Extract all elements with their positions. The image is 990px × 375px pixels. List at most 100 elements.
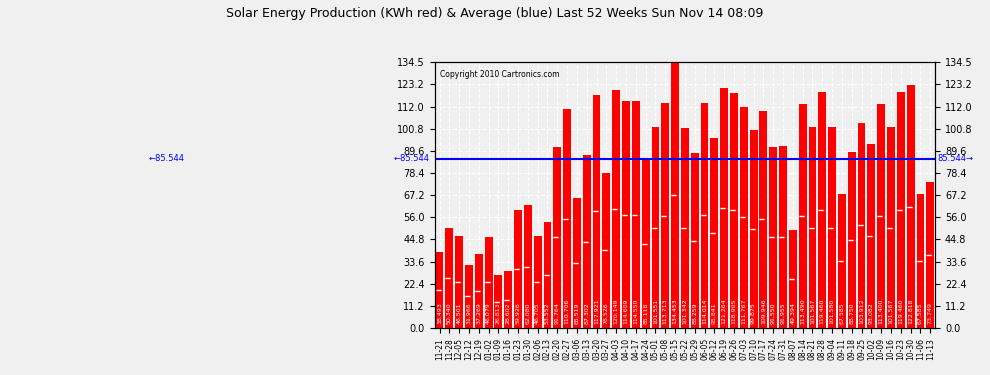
Bar <box>838 194 845 328</box>
Bar <box>779 146 787 328</box>
Bar <box>622 101 630 328</box>
Bar <box>829 127 836 328</box>
Bar <box>799 104 807 328</box>
Text: 46.705: 46.705 <box>536 303 541 324</box>
Bar <box>691 153 699 328</box>
Bar <box>917 194 925 328</box>
Text: 88.750: 88.750 <box>849 303 854 324</box>
Text: 49.394: 49.394 <box>790 302 795 324</box>
Text: 111.767: 111.767 <box>742 298 746 324</box>
Bar <box>583 155 591 328</box>
Text: ←85.544: ←85.544 <box>394 154 430 164</box>
Bar <box>857 123 865 328</box>
Text: 26.813: 26.813 <box>496 303 501 324</box>
Bar <box>847 153 855 328</box>
Bar <box>681 128 689 328</box>
Text: 37.269: 37.269 <box>476 302 481 324</box>
Text: 122.818: 122.818 <box>908 298 913 324</box>
Text: 119.460: 119.460 <box>898 298 903 324</box>
Bar <box>534 236 542 328</box>
Bar <box>819 92 827 328</box>
Text: Solar Energy Production (KWh red) & Average (blue) Last 52 Weeks Sun Nov 14 08:0: Solar Energy Production (KWh red) & Aver… <box>227 8 763 21</box>
Bar <box>789 230 797 328</box>
Bar <box>494 275 502 328</box>
Bar <box>475 254 483 328</box>
Text: 114.609: 114.609 <box>624 298 629 324</box>
Bar <box>642 160 649 328</box>
Bar <box>544 222 551 328</box>
Bar <box>485 237 493 328</box>
Bar <box>553 147 561 328</box>
Text: 114.014: 114.014 <box>702 298 707 324</box>
Text: 85.118: 85.118 <box>644 303 648 324</box>
Text: 93.082: 93.082 <box>869 302 874 324</box>
Bar <box>563 109 571 328</box>
Bar <box>465 265 473 328</box>
Text: 95.841: 95.841 <box>712 303 717 324</box>
Text: 121.264: 121.264 <box>722 298 727 324</box>
Bar <box>446 228 453 328</box>
Text: 99.875: 99.875 <box>751 302 756 324</box>
Bar <box>721 88 728 328</box>
Bar <box>504 272 512 328</box>
Bar <box>612 90 620 328</box>
Bar <box>897 92 905 328</box>
Bar <box>671 62 679 328</box>
Text: 109.946: 109.946 <box>761 298 766 324</box>
Text: 134.453: 134.453 <box>672 298 677 324</box>
Text: 119.460: 119.460 <box>820 298 825 324</box>
Text: 31.966: 31.966 <box>466 303 471 324</box>
Bar <box>769 147 777 328</box>
Bar <box>573 198 581 328</box>
Bar <box>711 138 719 328</box>
Bar <box>603 173 610 328</box>
Bar <box>867 144 875 328</box>
Text: ←85.544: ←85.544 <box>148 154 184 164</box>
Text: 103.912: 103.912 <box>859 298 864 324</box>
Bar <box>907 85 915 328</box>
Bar <box>436 252 444 328</box>
Text: Copyright 2010 Cartronics.com: Copyright 2010 Cartronics.com <box>440 70 559 79</box>
Bar <box>661 103 669 328</box>
Bar <box>651 127 659 328</box>
Text: 53.552: 53.552 <box>544 303 550 324</box>
Bar <box>887 127 895 328</box>
Text: 110.706: 110.706 <box>564 299 569 324</box>
Text: 113.713: 113.713 <box>662 298 668 324</box>
Bar <box>514 210 522 328</box>
Bar <box>759 111 767 328</box>
Text: 67.585: 67.585 <box>918 303 923 324</box>
Text: 91.550: 91.550 <box>771 303 776 324</box>
Text: 101.342: 101.342 <box>682 298 687 324</box>
Text: 120.149: 120.149 <box>614 298 619 324</box>
Text: 101.567: 101.567 <box>888 299 894 324</box>
Bar <box>749 130 757 328</box>
Text: 117.921: 117.921 <box>594 298 599 324</box>
Text: 88.259: 88.259 <box>692 303 697 324</box>
Text: 38.493: 38.493 <box>437 302 442 324</box>
Bar <box>701 102 709 328</box>
Text: 113.490: 113.490 <box>800 298 805 324</box>
Text: 101.580: 101.580 <box>830 299 835 324</box>
Text: 28.602: 28.602 <box>506 303 511 324</box>
Text: 101.551: 101.551 <box>653 299 658 324</box>
Bar <box>632 102 640 328</box>
Text: 46.501: 46.501 <box>456 303 461 324</box>
Text: 114.550: 114.550 <box>634 299 639 324</box>
Text: 46.079: 46.079 <box>486 302 491 324</box>
Text: 113.400: 113.400 <box>879 298 884 324</box>
Text: 65.519: 65.519 <box>574 303 579 324</box>
Text: 87.302: 87.302 <box>584 302 589 324</box>
Bar <box>593 95 601 328</box>
Bar <box>730 93 738 328</box>
Text: 67.585: 67.585 <box>840 303 844 324</box>
Text: 101.567: 101.567 <box>810 299 815 324</box>
Text: 78.526: 78.526 <box>604 303 609 324</box>
Bar <box>809 127 817 328</box>
Text: 59.926: 59.926 <box>516 302 521 324</box>
Bar <box>927 182 935 328</box>
Bar <box>455 236 463 328</box>
Bar <box>524 205 532 328</box>
Text: 62.080: 62.080 <box>526 303 531 324</box>
Text: 73.749: 73.749 <box>928 302 933 324</box>
